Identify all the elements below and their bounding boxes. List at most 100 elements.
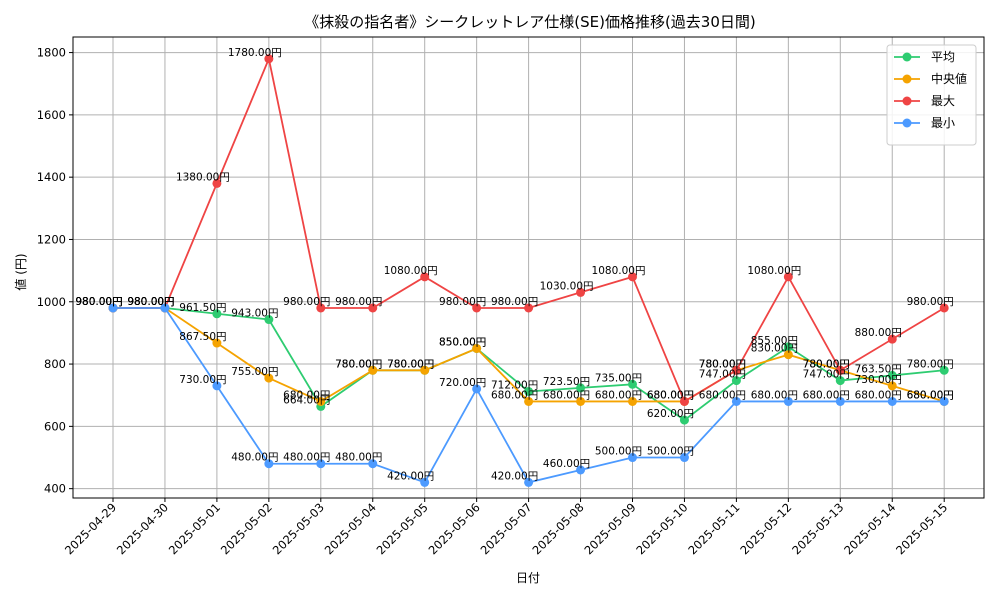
x-tick-label: 2025-04-30 bbox=[114, 500, 171, 557]
legend-marker bbox=[902, 74, 912, 84]
data-point bbox=[783, 272, 793, 282]
data-point bbox=[835, 396, 845, 406]
y-tick-label: 1000 bbox=[37, 295, 66, 309]
data-label: 780.00円 bbox=[907, 358, 954, 370]
x-tick-label: 2025-05-04 bbox=[322, 500, 379, 557]
data-label: 980.00円 bbox=[75, 296, 122, 308]
data-labels: 980.00円 980.00円 961.50円 943.00円 664.00円 780.0… bbox=[75, 47, 953, 483]
data-point bbox=[576, 465, 586, 475]
data-point bbox=[783, 342, 793, 352]
data-label: 830.00円 bbox=[751, 343, 798, 355]
data-label: 420.00円 bbox=[491, 470, 538, 482]
data-label: 980.00円 bbox=[127, 296, 174, 308]
data-label: 1080.00円 bbox=[747, 265, 801, 277]
data-label: 850.00円 bbox=[439, 336, 486, 348]
data-point bbox=[783, 350, 793, 360]
data-label: 1080.00円 bbox=[384, 265, 438, 277]
data-point bbox=[160, 303, 170, 313]
data-label: 1380.00円 bbox=[176, 171, 230, 183]
data-label: 480.00円 bbox=[231, 452, 278, 464]
data-label: 620.00円 bbox=[647, 408, 694, 420]
data-label: 680.00円 bbox=[647, 389, 694, 401]
chart-title: 《抹殺の指名者》シークレットレア仕様(SE)価格推移(過去30日間) bbox=[304, 13, 756, 31]
x-tick-label: 2025-05-14 bbox=[841, 500, 898, 557]
data-point bbox=[783, 396, 793, 406]
data-point bbox=[628, 396, 637, 406]
data-point bbox=[939, 303, 949, 313]
x-tick-label: 2025-05-11 bbox=[685, 500, 742, 557]
data-label: 980.00円 bbox=[283, 296, 330, 308]
data-point bbox=[939, 396, 949, 406]
data-label: 712.00円 bbox=[491, 379, 538, 391]
data-point bbox=[628, 379, 637, 389]
data-label: 780.00円 bbox=[803, 358, 850, 370]
data-label: 720.00円 bbox=[439, 377, 486, 389]
data-label: 747.00円 bbox=[699, 369, 746, 381]
data-point bbox=[576, 383, 586, 393]
x-tick-label: 2025-05-01 bbox=[166, 500, 223, 557]
data-label: 980.00円 bbox=[907, 296, 954, 308]
data-point bbox=[368, 303, 378, 313]
data-label: 780.00円 bbox=[387, 358, 434, 370]
y-axis-label: 値 (円) bbox=[13, 253, 28, 290]
data-point bbox=[731, 365, 741, 375]
x-tick-label: 2025-05-05 bbox=[374, 500, 431, 557]
data-point bbox=[264, 373, 274, 383]
data-label: 680.00円 bbox=[699, 389, 746, 401]
data-label: 664.00円 bbox=[283, 394, 330, 406]
data-label: 880.00円 bbox=[855, 327, 902, 339]
data-label: 980.00円 bbox=[439, 296, 486, 308]
legend-marker bbox=[902, 118, 912, 128]
legend-label: 平均 bbox=[931, 50, 955, 64]
data-point bbox=[887, 370, 897, 380]
data-label: 780.00円 bbox=[803, 358, 850, 370]
data-point bbox=[524, 396, 534, 406]
y-tick-label: 1600 bbox=[37, 108, 66, 122]
data-label: 980.00円 bbox=[127, 296, 174, 308]
data-point bbox=[368, 365, 378, 375]
data-point bbox=[472, 343, 482, 353]
data-point bbox=[108, 303, 118, 313]
legend-label: 最大 bbox=[931, 94, 955, 108]
data-point bbox=[679, 415, 689, 425]
y-tick-label: 1200 bbox=[37, 232, 66, 246]
data-point bbox=[316, 303, 326, 313]
data-point bbox=[524, 386, 534, 396]
data-label: 980.00円 bbox=[127, 296, 174, 308]
data-label: 855.00円 bbox=[751, 335, 798, 347]
data-label: 480.00円 bbox=[335, 452, 382, 464]
data-point bbox=[576, 287, 586, 297]
data-label: 980.00円 bbox=[335, 296, 382, 308]
data-label: 500.00円 bbox=[595, 446, 642, 458]
data-label: 723.50円 bbox=[543, 376, 590, 388]
data-label: 680.00円 bbox=[907, 389, 954, 401]
data-label: 730.00円 bbox=[179, 374, 226, 386]
data-label: 680.00円 bbox=[647, 389, 694, 401]
data-label: 420.00円 bbox=[387, 470, 434, 482]
x-tick-label: 2025-05-02 bbox=[218, 500, 275, 557]
data-point bbox=[420, 477, 430, 487]
data-point bbox=[264, 459, 274, 469]
data-point bbox=[472, 303, 482, 313]
data-label: 680.00円 bbox=[907, 389, 954, 401]
x-tick-label: 2025-05-07 bbox=[478, 500, 535, 557]
series bbox=[108, 54, 949, 487]
x-tick-label: 2025-05-03 bbox=[270, 500, 327, 557]
data-point bbox=[628, 272, 637, 282]
data-label: 735.00円 bbox=[595, 372, 642, 384]
data-label: 980.00円 bbox=[75, 296, 122, 308]
data-point bbox=[628, 453, 637, 463]
data-point bbox=[316, 396, 326, 406]
data-label: 680.00円 bbox=[595, 389, 642, 401]
data-label: 500.00円 bbox=[647, 446, 694, 458]
data-point bbox=[576, 396, 586, 406]
data-label: 961.50円 bbox=[179, 302, 226, 314]
data-point bbox=[731, 396, 741, 406]
data-point bbox=[835, 365, 845, 375]
data-label: 680.00円 bbox=[803, 389, 850, 401]
data-label: 680.00円 bbox=[283, 389, 330, 401]
legend-label: 最小 bbox=[931, 116, 955, 130]
x-tick-label: 2025-04-29 bbox=[62, 500, 119, 557]
data-point bbox=[524, 303, 534, 313]
